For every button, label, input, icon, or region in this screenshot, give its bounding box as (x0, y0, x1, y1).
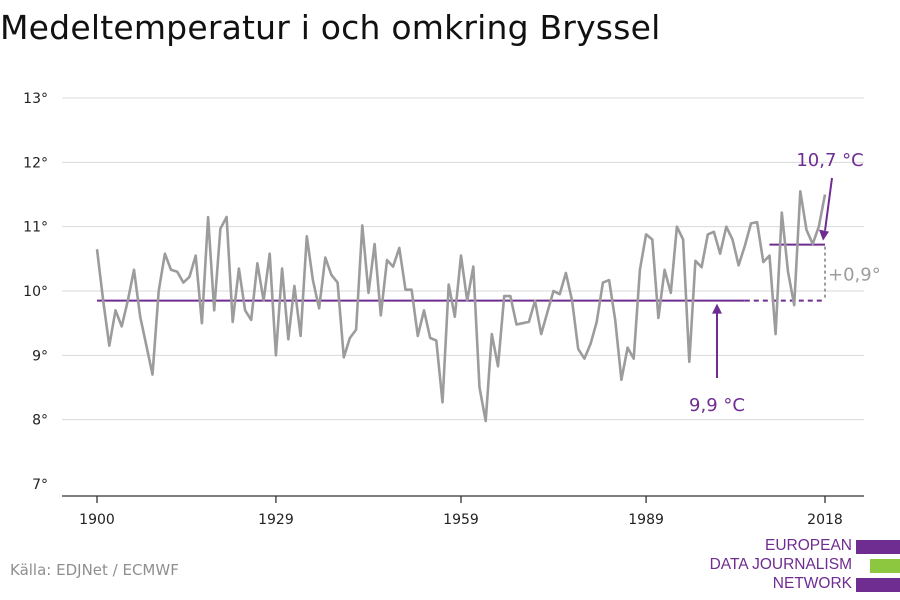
y-tick-label-11: 11° (23, 220, 48, 236)
x-tick-label-1900: 1900 (79, 512, 115, 528)
recent-arrow-shaft (824, 177, 833, 231)
logo-line-1: EUROPEAN (765, 537, 852, 554)
y-axis-ticks: 7° 8° 9° 10° 11° 12° 13° (23, 91, 48, 493)
logo-bar-middle (870, 559, 900, 573)
recent-arrow-head (819, 229, 829, 241)
source-note: Källa: EDJNet / ECMWF (10, 561, 179, 579)
x-tick-label-1959: 1959 (443, 512, 479, 528)
logo-line-3: NETWORK (772, 575, 852, 592)
temperature-line (95, 190, 827, 423)
chart-title: Medeltemperatur i och omkring Bryssel (0, 8, 661, 47)
baseline-arrow-head (712, 303, 722, 314)
gridlines (62, 97, 864, 421)
logo-bar-bottom (856, 578, 900, 592)
x-axis: 1900 1929 1959 1989 2018 (62, 495, 864, 528)
x-tick-label-2018: 2018 (807, 512, 843, 528)
x-tick-label-1929: 1929 (258, 512, 294, 528)
recent-mean-label: 10,7 °C (796, 150, 863, 171)
logo-line-2: DATA JOURNALISM (709, 556, 852, 573)
x-tick-label-1989: 1989 (628, 512, 664, 528)
difference-label: +0,9° (828, 265, 881, 286)
edjnet-logo: EUROPEAN DATA JOURNALISM NETWORK (700, 536, 900, 596)
logo-text: EUROPEAN DATA JOURNALISM NETWORK (710, 536, 852, 593)
baseline-mean-label: 9,9 °C (689, 395, 745, 416)
y-tick-label-7: 7° (32, 477, 48, 493)
y-tick-label-10: 10° (23, 284, 48, 300)
logo-bar-top (856, 540, 900, 554)
annotations: +0,9° 9,9 °C 10,7 °C (689, 150, 881, 416)
y-tick-label-8: 8° (32, 413, 48, 429)
temperature-series (95, 190, 827, 423)
y-tick-label-12: 12° (23, 155, 48, 171)
y-tick-label-9: 9° (32, 348, 48, 364)
y-tick-label-13: 13° (23, 91, 48, 107)
